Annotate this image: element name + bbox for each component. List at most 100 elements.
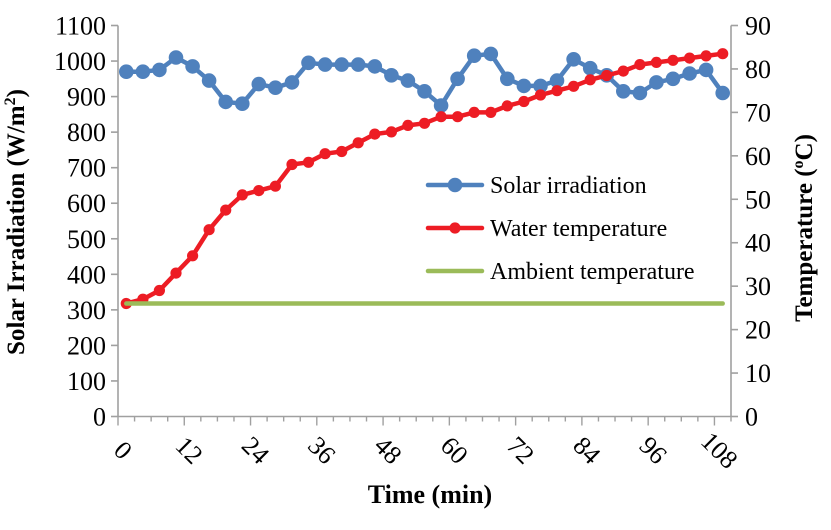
data-point-marker [168, 50, 184, 65]
data-point-marker [616, 84, 631, 99]
data-point-marker [601, 69, 613, 82]
data-point-marker [135, 64, 151, 79]
data-point-marker [500, 71, 515, 87]
data-point-marker [452, 111, 464, 123]
x-axis-tick-label: 108 [695, 426, 743, 474]
data-point-marker [319, 148, 331, 160]
legend-item-solar-irradiation: Solar irradiation [425, 173, 647, 199]
x-axis-title: Time (min) [368, 480, 492, 509]
data-point-marker [220, 204, 232, 216]
data-point-marker [268, 80, 283, 95]
data-point-marker [684, 52, 696, 64]
data-point-marker [350, 57, 366, 72]
series-water-temperature [120, 48, 729, 310]
data-point-marker [665, 71, 681, 87]
x-axis-tick-label: 24 [236, 431, 275, 470]
data-point-marker [650, 56, 663, 68]
y-axis-left-tick-label: 100 [67, 367, 106, 396]
y-axis-right-tick-label: 30 [745, 272, 771, 301]
data-point-marker [551, 85, 563, 97]
data-point-marker [468, 106, 480, 118]
y-axis-left-tick-label: 600 [67, 189, 106, 218]
data-point-marker [201, 73, 217, 88]
y-axis-left-tick-label: 700 [67, 154, 106, 183]
y-axis-left-tick-label: 1100 [55, 12, 106, 41]
data-point-marker [236, 189, 248, 201]
data-point-marker [152, 62, 167, 78]
data-point-marker [632, 85, 648, 101]
data-point-marker [549, 73, 565, 88]
data-point-marker [485, 106, 497, 118]
data-point-marker [352, 137, 364, 149]
data-point-marker [253, 185, 265, 197]
data-point-marker [402, 119, 414, 131]
data-point-marker [185, 59, 200, 74]
data-point-marker [450, 71, 465, 87]
data-point-marker [317, 57, 333, 72]
data-point-marker [700, 50, 712, 62]
data-point-marker [284, 75, 300, 90]
data-point-marker [417, 84, 432, 99]
data-point-marker [384, 68, 399, 83]
y-axis-left-tick-label: 1000 [54, 47, 106, 76]
x-axis-tick-label: 0 [108, 436, 138, 466]
legend-item-ambient-temperature: Ambient temperature [425, 259, 695, 285]
data-point-marker [433, 98, 449, 113]
data-point-marker [336, 145, 348, 158]
data-point-marker [203, 224, 215, 236]
data-point-marker [501, 100, 513, 112]
y-axis-left-tick-label: 800 [67, 118, 106, 147]
legend-swatch-marker [449, 222, 461, 234]
data-point-marker [367, 59, 383, 74]
x-axis-tick-label: 84 [567, 431, 606, 470]
data-point-marker [170, 267, 182, 279]
x-axis-tick-label: 12 [170, 431, 209, 470]
y-axis-left-tick-label: 500 [67, 225, 106, 254]
y-axis-left-tick-label: 0 [93, 403, 106, 432]
data-point-marker [400, 73, 416, 88]
data-point-marker [516, 78, 532, 94]
legend-swatch-marker [447, 177, 463, 193]
data-point-marker [584, 74, 596, 86]
legend-label: Water temperature [490, 216, 667, 242]
y-axis-right-tick-label: 90 [745, 12, 771, 41]
data-point-marker [302, 156, 315, 168]
legend: Solar irradiation Water temperature Ambien… [425, 173, 695, 285]
data-point-marker [153, 284, 165, 297]
data-point-marker [518, 95, 530, 108]
data-point-marker [301, 55, 316, 71]
data-point-marker [369, 128, 381, 140]
data-point-marker [435, 111, 447, 123]
data-point-marker [334, 57, 350, 72]
data-point-marker [682, 66, 697, 81]
y-axis-right-tick-label: 70 [745, 98, 771, 127]
legend-item-water-temperature: Water temperature [425, 216, 667, 242]
data-point-marker [534, 89, 547, 101]
data-point-marker [582, 60, 598, 76]
y-axis-right-tick-label: 80 [745, 55, 771, 84]
series-solar-irradiation [119, 46, 730, 113]
data-point-marker [715, 85, 730, 101]
x-axis-tick-label: 36 [302, 431, 341, 470]
data-point-marker [717, 48, 729, 60]
data-point-marker [418, 117, 431, 129]
y-axis-right-tick-label: 20 [745, 316, 771, 345]
data-point-marker [385, 126, 397, 138]
y-axis-right-tick-label: 40 [745, 229, 771, 258]
data-point-marker [218, 94, 233, 110]
y-axis-right-tick-label: 60 [745, 142, 771, 171]
y-axis-right-tick-label: 50 [745, 185, 771, 214]
data-point-marker [698, 62, 714, 78]
y-axis-left-tick-label: 400 [67, 260, 106, 289]
data-point-marker [286, 158, 298, 171]
data-point-marker [634, 59, 646, 71]
data-point-marker [466, 48, 482, 63]
data-point-marker [566, 52, 581, 67]
y-axis-left-tick-label: 900 [67, 83, 106, 112]
x-axis-tick-label: 60 [435, 431, 474, 470]
data-point-marker [617, 65, 629, 77]
data-point-marker [649, 75, 664, 90]
y-axis-left-tick-label: 200 [67, 331, 106, 360]
